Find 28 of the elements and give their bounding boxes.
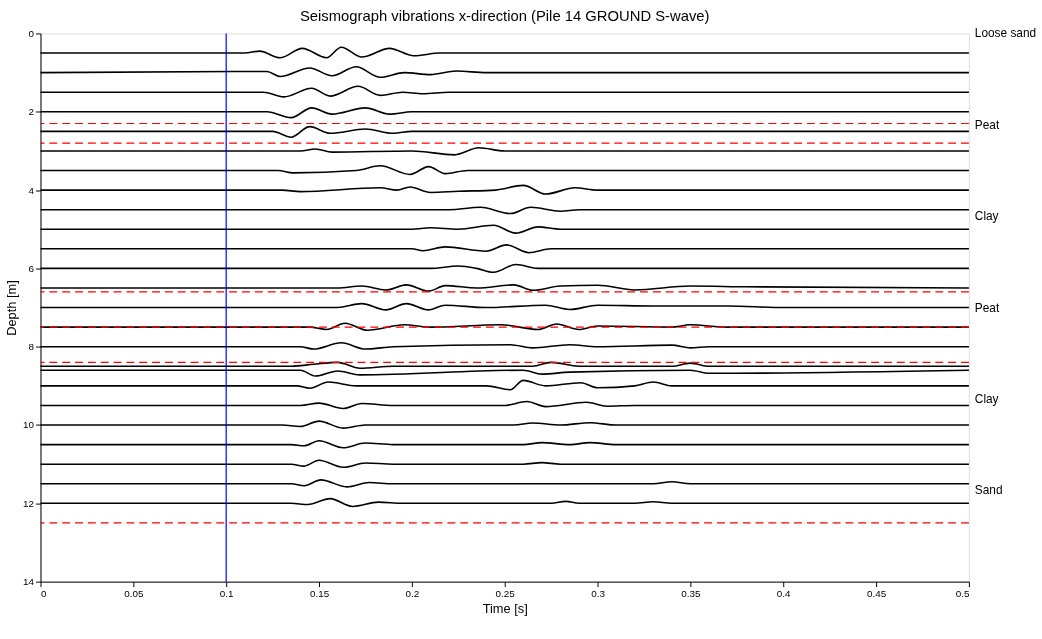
y-axis-title: Depth [m]: [4, 280, 20, 336]
y-tick-label: 8: [28, 341, 35, 353]
x-tick-label: 0.35: [681, 587, 701, 599]
y-tick-label: 2: [28, 106, 35, 118]
text: Loose sand: [974, 26, 1037, 41]
y-tick-label: 0: [28, 27, 35, 39]
y-tick-label: 14: [23, 576, 35, 588]
y-tick-label: 10: [23, 419, 35, 431]
text: Peat: [974, 117, 1000, 132]
x-tick-label: 0.3: [591, 587, 606, 599]
chart-title: Seismograph vibrations x-direction (Pile 14 GROUND S-wave): [299, 7, 710, 24]
x-tick-label: 0.45: [866, 587, 887, 599]
x-tick-label: 0.2: [405, 587, 420, 599]
x-tick-label: 0.05: [124, 587, 144, 599]
x-tick-label: 0.15: [309, 587, 330, 599]
y-tick-label: 6: [28, 262, 35, 274]
x-tick-label: 0.5: [955, 587, 970, 599]
x-tick-label: 0.1: [219, 587, 234, 599]
y-tick-label: 12: [23, 497, 35, 509]
x-tick-label: 0: [40, 587, 47, 599]
x-tick-label: 0.4: [776, 587, 792, 599]
x-axis-title: Time [s]: [482, 600, 528, 616]
x-tick-label: 0.25: [495, 587, 516, 599]
text: Peat: [974, 300, 1000, 315]
text: Sand: [974, 483, 1003, 498]
y-tick-label: 4: [28, 184, 35, 196]
text: Clay: [974, 209, 999, 224]
text: Clay: [974, 391, 999, 406]
